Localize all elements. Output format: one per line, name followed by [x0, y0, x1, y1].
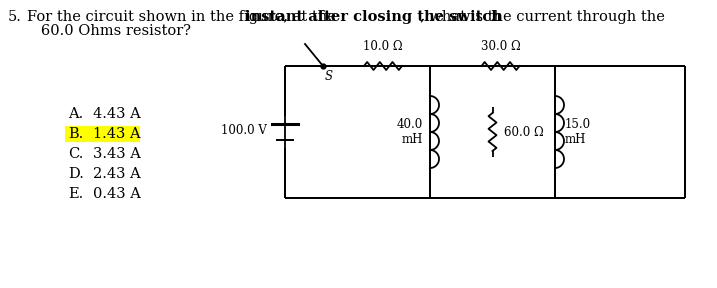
Text: 3.43 A: 3.43 A	[93, 147, 141, 161]
Text: D.: D.	[68, 167, 84, 181]
Text: 40.0
mH: 40.0 mH	[397, 118, 423, 146]
Text: 2.43 A: 2.43 A	[93, 167, 141, 181]
Text: B.: B.	[68, 127, 83, 141]
Text: , what is the current through the: , what is the current through the	[420, 10, 665, 24]
Text: 60.0 Ω: 60.0 Ω	[505, 126, 544, 139]
Text: instant after closing the switch: instant after closing the switch	[245, 10, 502, 24]
Text: 1.43 A: 1.43 A	[93, 127, 141, 141]
Bar	[65, 126, 140, 142]
Text: 0.43 A: 0.43 A	[93, 187, 141, 201]
Text: S: S	[325, 70, 333, 83]
Text: 30.0 Ω: 30.0 Ω	[480, 40, 521, 53]
Text: A.: A.	[68, 107, 83, 121]
Text: E.: E.	[68, 187, 83, 201]
Text: 10.0 Ω: 10.0 Ω	[364, 40, 403, 53]
Text: 4.43 A: 4.43 A	[93, 107, 141, 121]
Text: For the circuit shown in the figure, at the: For the circuit shown in the figure, at …	[27, 10, 341, 24]
Text: 15.0
mH: 15.0 mH	[565, 118, 591, 146]
Text: 60.0 Ohms resistor?: 60.0 Ohms resistor?	[27, 24, 191, 38]
Text: 100.0 V: 100.0 V	[221, 124, 267, 137]
Text: C.: C.	[68, 147, 83, 161]
Text: 5.: 5.	[8, 10, 22, 24]
